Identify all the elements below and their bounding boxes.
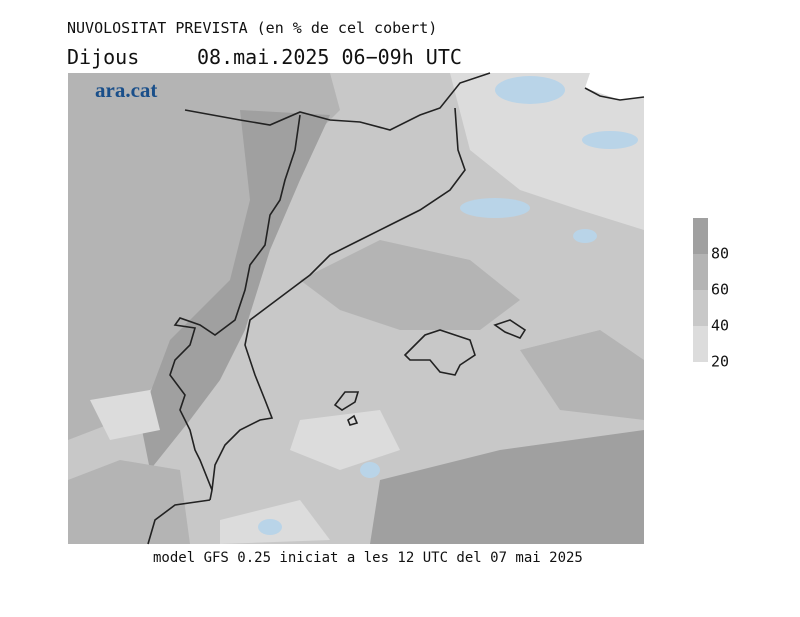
colorbar-segment [693, 218, 708, 254]
footer: model GFS 0.25 iniciat a les 12 UTC del … [153, 550, 583, 566]
colorbar-tick-label: 20 [711, 353, 729, 371]
day: Dijous [67, 45, 140, 69]
colorbar-segment [693, 254, 708, 290]
date: 08.mai.2025 06−09h UTC [197, 45, 462, 69]
colorbar: 20 40 60 80 [693, 218, 729, 371]
logo: ara.cat [95, 78, 158, 102]
coastlines [147, 72, 645, 545]
title: NUVOLOSITAT PREVISTA (en % de cel cobert… [67, 19, 438, 37]
colorbar-tick-label: 80 [711, 245, 729, 263]
cloud-field [68, 73, 644, 544]
colorbar-tick-label: 40 [711, 317, 729, 335]
colorbar-tick-label: 60 [711, 281, 729, 299]
colorbar-segment [693, 290, 708, 326]
colorbar-segment [693, 326, 708, 362]
